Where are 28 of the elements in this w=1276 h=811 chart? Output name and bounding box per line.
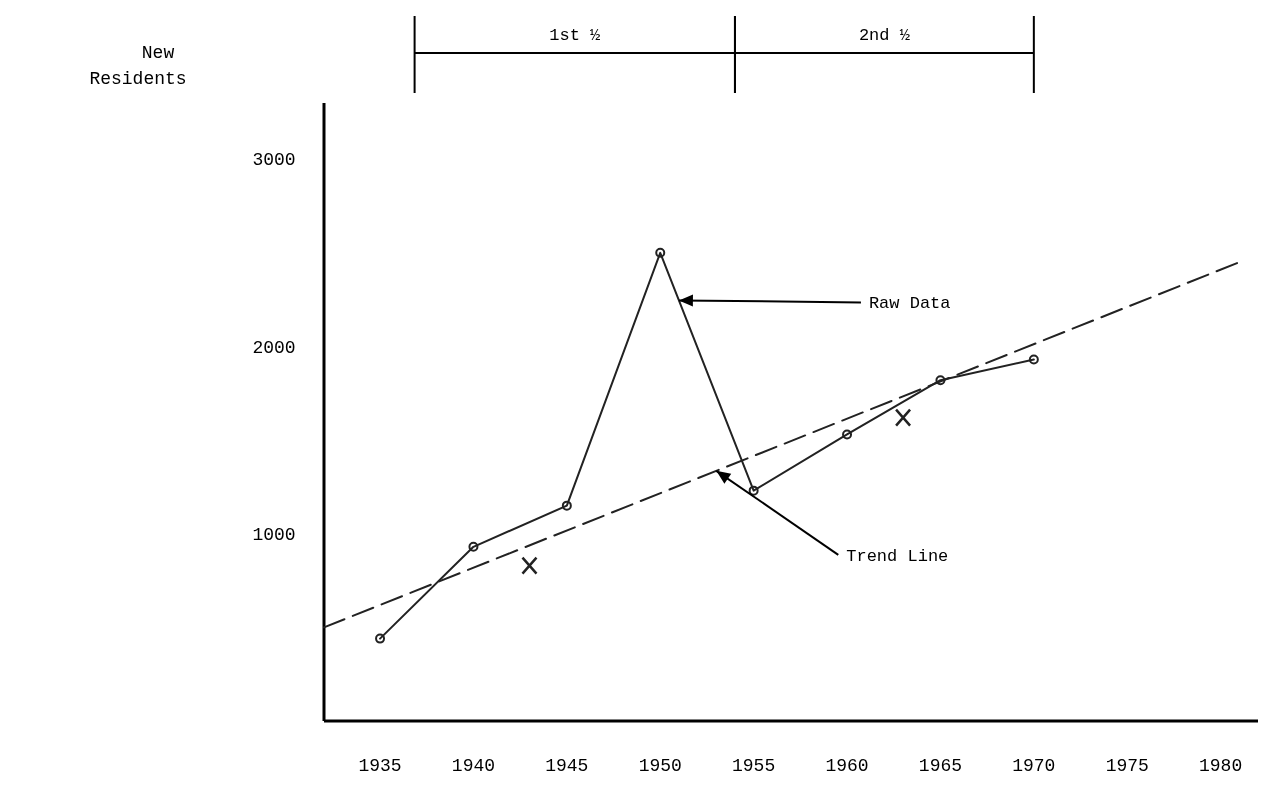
- y-tick-label: 1000: [252, 525, 296, 546]
- point: [842, 429, 853, 440]
- point: [894, 408, 912, 427]
- x-tick-label: 1965: [918, 756, 963, 776]
- y-tick-label: 3000: [252, 150, 296, 171]
- point: [468, 541, 479, 552]
- x-tick-label: 1975: [1105, 756, 1149, 776]
- y-tick-label: 2000: [252, 337, 296, 358]
- x-tick-label: 1955: [732, 756, 776, 776]
- point: [935, 375, 946, 386]
- x-tick-label: 1970: [1012, 756, 1056, 776]
- text: 2nd ½: [858, 26, 910, 45]
- x-tick-label: 1945: [545, 756, 589, 776]
- point: [748, 485, 759, 496]
- x-tick-label: 1950: [638, 756, 682, 776]
- annotation: Trend Line: [846, 546, 949, 566]
- point: [561, 500, 572, 511]
- point: [521, 556, 538, 575]
- x-tick-label: 1980: [1199, 756, 1243, 776]
- text: 1st ½: [549, 26, 601, 45]
- point: [1028, 354, 1039, 365]
- point: [375, 633, 386, 644]
- y-axis-title: New Residents: [89, 43, 187, 89]
- point: [655, 247, 666, 258]
- x-tick-label: 1940: [451, 756, 496, 776]
- x-tick-label: 1960: [825, 756, 869, 776]
- x-tick-label: 1935: [358, 756, 402, 776]
- annotation: Raw Data: [868, 294, 951, 314]
